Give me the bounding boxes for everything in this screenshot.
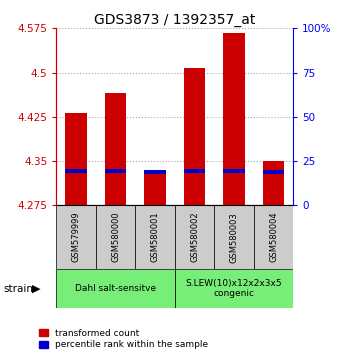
Text: Dahl salt-sensitve: Dahl salt-sensitve <box>75 284 156 293</box>
Text: GSM579999: GSM579999 <box>72 212 80 263</box>
Bar <box>56 205 96 269</box>
Bar <box>65 113 87 205</box>
Title: GDS3873 / 1392357_at: GDS3873 / 1392357_at <box>94 13 255 27</box>
Bar <box>263 170 284 174</box>
Text: GSM580002: GSM580002 <box>190 212 199 263</box>
Bar <box>184 169 205 173</box>
Bar <box>175 269 293 308</box>
Legend: transformed count, percentile rank within the sample: transformed count, percentile rank withi… <box>39 329 208 349</box>
Text: GSM580001: GSM580001 <box>150 212 160 263</box>
Bar <box>223 169 245 173</box>
Bar <box>263 161 284 205</box>
Bar <box>135 205 175 269</box>
Bar <box>105 93 127 205</box>
Text: GSM580003: GSM580003 <box>229 212 238 263</box>
Bar <box>65 169 87 173</box>
Text: ▶: ▶ <box>32 284 41 293</box>
Text: GSM580000: GSM580000 <box>111 212 120 263</box>
Bar <box>96 205 135 269</box>
Text: GSM580004: GSM580004 <box>269 212 278 263</box>
Bar <box>214 205 254 269</box>
Bar <box>223 33 245 205</box>
Bar <box>254 205 293 269</box>
Bar <box>105 169 127 173</box>
Bar <box>144 174 166 205</box>
Bar <box>56 269 175 308</box>
Text: strain: strain <box>3 284 33 293</box>
Bar <box>184 68 205 205</box>
Text: S.LEW(10)x12x2x3x5
congenic: S.LEW(10)x12x2x3x5 congenic <box>186 279 282 298</box>
Bar <box>144 170 166 174</box>
Bar <box>175 205 214 269</box>
